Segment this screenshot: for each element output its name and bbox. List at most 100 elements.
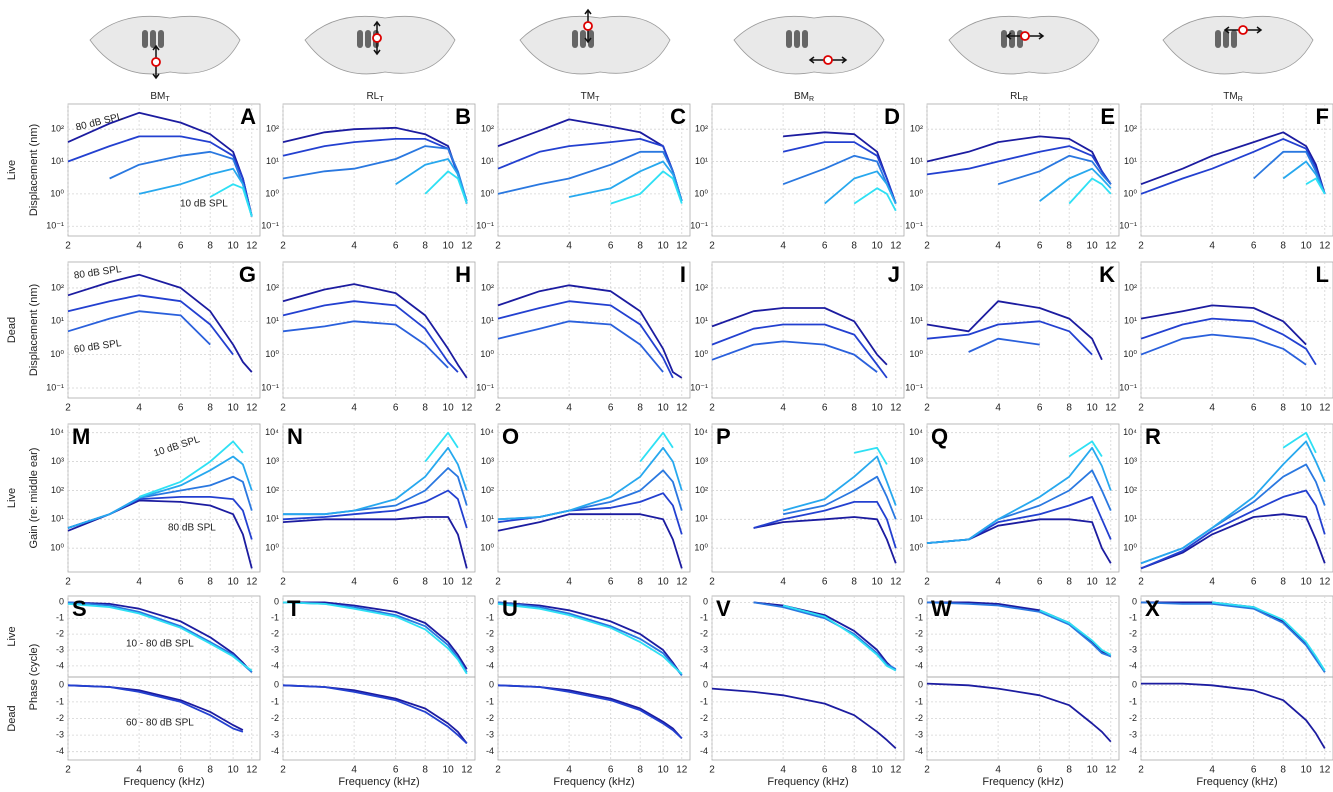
series-line [282, 601, 468, 675]
x-tick-label: 8 [1280, 765, 1286, 776]
x-tick-label: 10 [1301, 577, 1313, 588]
x-tick-label: 6 [178, 577, 184, 588]
x-tick-label: 12 [246, 765, 258, 776]
x-tick-label: 12 [461, 765, 473, 776]
panel-letter: Q [931, 424, 948, 449]
y-tick-label: 10⁴ [909, 427, 923, 437]
series-line [753, 501, 897, 549]
y-tick-label: 10¹ [266, 514, 279, 524]
y-tick-label: 10¹ [695, 514, 708, 524]
x-tick-label: 2 [65, 241, 71, 252]
series-line [753, 516, 897, 564]
y-tick-label: 0 [703, 680, 708, 690]
series-line [283, 467, 468, 516]
y-tick-label: 10¹ [695, 316, 708, 326]
x-axis-title: Frequency (kHz) [338, 776, 419, 788]
y-tick-label: -3 [1129, 644, 1137, 654]
y-tick-label: 0 [703, 597, 708, 607]
y-tick-label: 10¹ [51, 316, 64, 326]
x-tick-label: 10 [443, 765, 455, 776]
series-line [282, 489, 468, 529]
series-line [1305, 177, 1326, 195]
y-tick-label: -3 [700, 644, 708, 654]
panel-letter: U [502, 596, 518, 621]
y-tick-label: -4 [271, 746, 279, 756]
y-tick-label: 0 [918, 680, 923, 690]
panel-letter: M [72, 424, 90, 449]
series-line [782, 141, 897, 204]
x-tick-label: 8 [207, 403, 213, 414]
y-tick-label: 10¹ [695, 156, 708, 166]
y-tick-label: 10² [1124, 124, 1137, 134]
x-tick-label: 2 [495, 765, 501, 776]
y-tick-label: 10⁴ [480, 427, 494, 437]
y-tick-label: 0 [1132, 680, 1137, 690]
x-tick-label: 8 [422, 577, 428, 588]
y-tick-label: -1 [915, 613, 923, 623]
series-line [1282, 431, 1317, 454]
x-tick-label: 4 [136, 765, 142, 776]
panel-letter: P [716, 424, 731, 449]
x-tick-label: 12 [676, 577, 688, 588]
x-tick-label: 4 [351, 765, 357, 776]
series-line [1211, 601, 1326, 672]
y-tick-label: 10¹ [481, 514, 494, 524]
series-line [67, 310, 211, 346]
x-tick-label: 12 [1105, 577, 1117, 588]
x-tick-label: 12 [246, 241, 258, 252]
icon-hair-cell [794, 30, 800, 48]
x-axis-title: Frequency (kHz) [982, 776, 1063, 788]
series-line [209, 183, 253, 217]
x-tick-label: 6 [1251, 577, 1257, 588]
x-tick-label: 6 [393, 241, 399, 252]
y-tick-label: 10⁰ [50, 543, 64, 553]
series-line [1140, 440, 1326, 565]
x-tick-label: 8 [207, 577, 213, 588]
icon-hair-cell [365, 30, 371, 48]
x-tick-label: 10 [1087, 765, 1099, 776]
plot-frame [711, 595, 905, 678]
x-tick-label: 12 [1105, 765, 1117, 776]
y-tick-label: 10² [695, 485, 708, 495]
y-tick-label: 10⁰ [480, 349, 494, 359]
series-line [67, 601, 253, 673]
x-tick-label: 4 [566, 403, 572, 414]
y-tick-label: 10⁰ [909, 349, 923, 359]
y-axis-title: Gain (re: middle ear) [28, 448, 40, 549]
x-tick-label: 10 [658, 403, 670, 414]
y-tick-label: 10⁴ [1123, 427, 1137, 437]
y-axis-title: Phase (cycle) [28, 644, 40, 711]
x-tick-label: 6 [1251, 765, 1257, 776]
panel-letter: V [716, 596, 731, 621]
y-tick-label: -1 [56, 696, 64, 706]
y-tick-label: -2 [700, 713, 708, 723]
series-line [497, 150, 683, 202]
y-tick-label: 10³ [481, 456, 494, 466]
x-tick-label: 12 [1105, 241, 1117, 252]
x-tick-label: 4 [780, 765, 786, 776]
x-tick-label: 4 [995, 765, 1001, 776]
series-line [926, 300, 1103, 361]
x-tick-label: 2 [1138, 765, 1144, 776]
series-line [968, 337, 1040, 353]
icon-hair-cell [158, 30, 164, 48]
x-tick-label: 2 [1138, 577, 1144, 588]
y-tick-label: 10³ [910, 456, 923, 466]
x-tick-label: 8 [851, 241, 857, 252]
x-tick-label: 6 [1037, 241, 1043, 252]
x-tick-label: 10 [658, 765, 670, 776]
series-line [854, 446, 888, 465]
x-tick-label: 10 [872, 241, 884, 252]
y-tick-label: 10³ [266, 456, 279, 466]
y-tick-label: -4 [56, 746, 64, 756]
x-tick-label: 6 [178, 403, 184, 414]
y-tick-label: 10¹ [266, 316, 279, 326]
series-line [497, 684, 683, 740]
x-tick-label: 12 [1319, 577, 1331, 588]
x-tick-label: 2 [65, 403, 71, 414]
y-tick-label: 0 [918, 597, 923, 607]
panel-letter: G [239, 262, 256, 287]
y-tick-label: -1 [1129, 613, 1137, 623]
series-line [497, 284, 683, 379]
series-line [497, 601, 683, 676]
